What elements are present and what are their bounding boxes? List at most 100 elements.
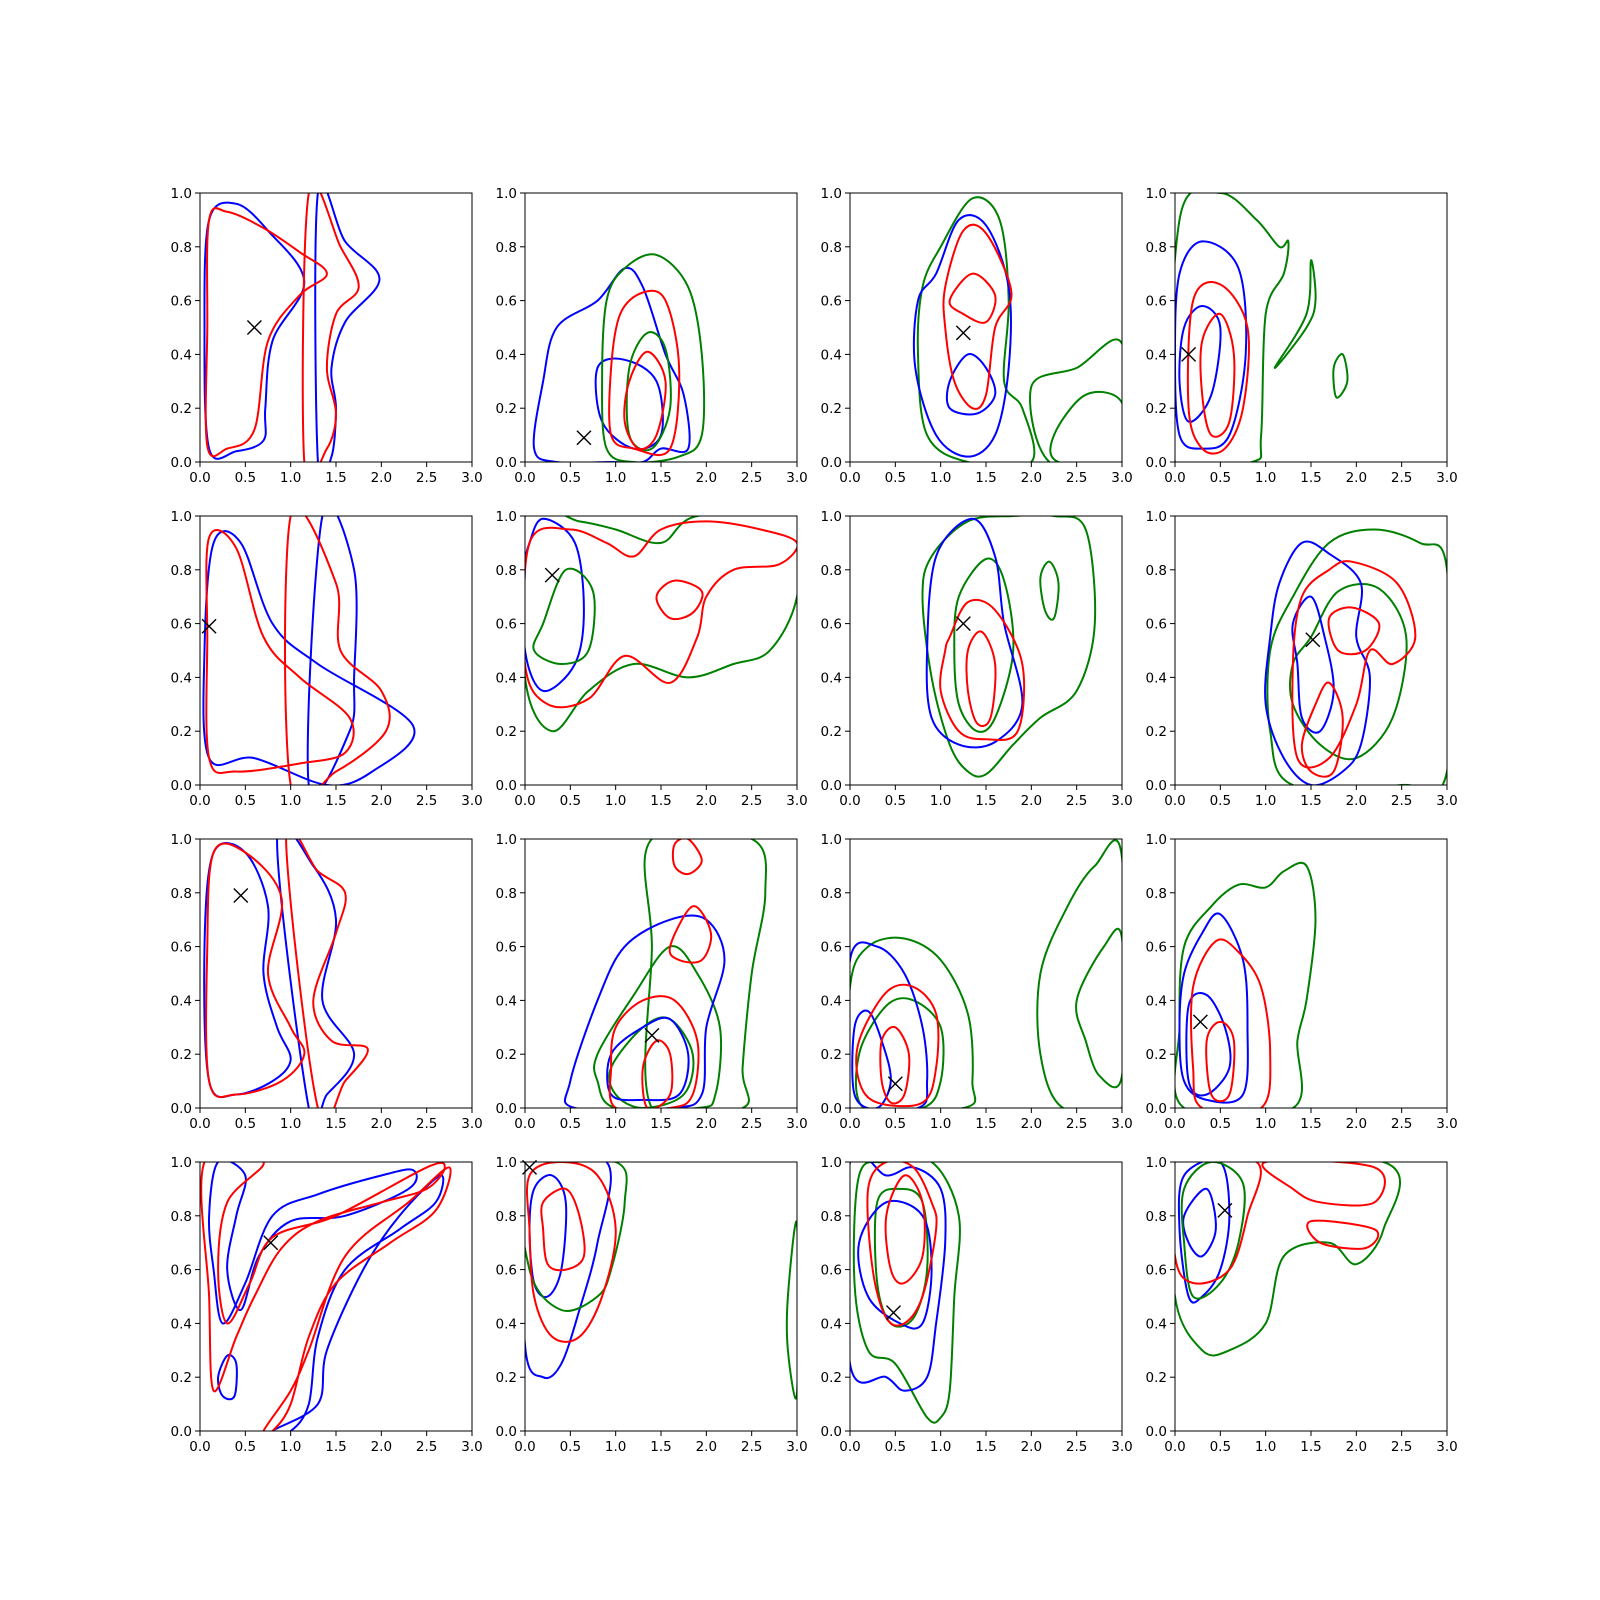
y-tick-label: 0.2 xyxy=(1146,401,1167,417)
contour-blue xyxy=(851,1009,892,1108)
y-tick-label: 0.6 xyxy=(496,1263,517,1279)
y-tick-label: 1.0 xyxy=(496,1155,517,1171)
y-tick-label: 0.6 xyxy=(171,294,192,310)
axes-frame xyxy=(849,838,1123,1109)
contour-red xyxy=(262,1166,452,1431)
x-tick-label: 2.5 xyxy=(1391,470,1412,486)
x-marker xyxy=(955,616,971,632)
y-tick-label: 0.0 xyxy=(496,455,517,471)
contour-blue xyxy=(528,1174,568,1299)
x-tick-label: 1.0 xyxy=(1255,470,1276,486)
y-tick-label: 0.2 xyxy=(171,1047,192,1063)
y-tick-label: 0.2 xyxy=(171,401,192,417)
x-marker-stroke xyxy=(955,616,971,632)
contour-green xyxy=(852,1162,961,1424)
subplot-4: 0.0 0.5 1.0 1.5 2.0 2.5 3.0 0.0 0.2 0.4 0.6 0.8 1.0 xyxy=(1146,186,1458,486)
y-tick-label: 0.8 xyxy=(1146,240,1167,256)
x-marker xyxy=(1192,1014,1208,1030)
x-tick-label: 0.5 xyxy=(885,470,906,486)
contour-blue xyxy=(850,941,929,1108)
y-tick-label: 1.0 xyxy=(1146,186,1167,202)
contour-group xyxy=(525,516,797,733)
x-tick-label: 0.5 xyxy=(560,470,581,486)
x-tick-label: 1.5 xyxy=(975,1116,996,1132)
y-tick-label: 0.0 xyxy=(821,455,842,471)
contour-red xyxy=(884,1174,926,1285)
x-tick-label: 1.5 xyxy=(1300,470,1321,486)
x-marker xyxy=(201,618,217,634)
axes-frame xyxy=(524,838,798,1109)
contour-red xyxy=(1306,1219,1380,1250)
contour-blue xyxy=(202,530,416,785)
x-tick-label: 1.0 xyxy=(280,1439,301,1455)
y-tick-label: 0.6 xyxy=(1146,294,1167,310)
x-tick-label: 0.0 xyxy=(839,1439,860,1455)
x-marker-stroke xyxy=(1181,346,1197,362)
x-marker xyxy=(955,325,971,341)
x-tick-label: 1.5 xyxy=(325,470,346,486)
contour-group xyxy=(1175,1162,1402,1357)
x-tick-label: 0.5 xyxy=(235,1439,256,1455)
y-tick-label: 0.2 xyxy=(1146,1047,1167,1063)
contour-green xyxy=(1289,583,1408,761)
y-tick-label: 0.4 xyxy=(1146,993,1167,1009)
x-tick-label: 2.5 xyxy=(741,470,762,486)
contour-green xyxy=(1332,353,1349,399)
y-tick-label: 0.6 xyxy=(496,940,517,956)
x-tick-label: 1.5 xyxy=(1300,1116,1321,1132)
subplot-13: 0.0 0.5 1.0 1.5 2.0 2.5 3.0 0.0 0.2 0.4 0.6 0.8 1.0 xyxy=(171,1155,483,1455)
axes-frame xyxy=(199,838,473,1109)
x-tick-label: 1.5 xyxy=(325,1116,346,1132)
contour-red xyxy=(879,1025,911,1105)
y-tick-label: 0.6 xyxy=(821,294,842,310)
contour-blue xyxy=(203,201,306,460)
contour-blue xyxy=(1264,540,1371,785)
contour-blue xyxy=(1185,992,1232,1097)
x-marker-stroke xyxy=(246,320,262,335)
contour-red xyxy=(1190,938,1272,1108)
contour-red xyxy=(608,995,700,1108)
x-tick-label: 2.0 xyxy=(371,793,392,809)
subplot-12: 0.0 0.5 1.0 1.5 2.0 2.5 3.0 0.0 0.2 0.4 0.6 0.8 1.0 xyxy=(1146,832,1458,1132)
x-tick-label: 2.5 xyxy=(741,1439,762,1455)
x-tick-label: 1.0 xyxy=(605,470,626,486)
x-tick-label: 0.5 xyxy=(235,793,256,809)
subplot-2: 0.0 0.5 1.0 1.5 2.0 2.5 3.0 0.0 0.2 0.4 0.6 0.8 1.0 xyxy=(496,186,808,486)
x-tick-label: 2.0 xyxy=(696,793,717,809)
x-tick-label: 2.5 xyxy=(1391,1439,1412,1455)
contour-green xyxy=(854,997,945,1108)
contour-group xyxy=(850,839,1122,1108)
x-marker xyxy=(1305,632,1321,648)
y-tick-label: 0.8 xyxy=(496,1209,517,1225)
x-tick-label: 2.0 xyxy=(1021,793,1042,809)
contour-green xyxy=(850,936,977,1108)
x-tick-label: 1.5 xyxy=(650,1116,671,1132)
x-tick-label: 2.5 xyxy=(416,793,437,809)
x-tick-label: 2.5 xyxy=(741,1116,762,1132)
y-tick-label: 0.2 xyxy=(1146,724,1167,740)
contour-blue xyxy=(925,517,1024,749)
x-tick-label: 0.0 xyxy=(514,1439,535,1455)
x-marker-stroke xyxy=(1305,632,1321,648)
y-tick-label: 1.0 xyxy=(171,832,192,848)
axes-frame xyxy=(849,515,1123,786)
contour-red xyxy=(855,983,940,1108)
x-tick-label: 3.0 xyxy=(786,1116,807,1132)
x-marker-stroke xyxy=(1217,1202,1233,1218)
contour-red xyxy=(1186,281,1250,455)
contour-red xyxy=(205,529,355,774)
x-marker xyxy=(1181,346,1197,362)
x-tick-label: 2.5 xyxy=(1391,1116,1412,1132)
y-tick-label: 0.4 xyxy=(496,1316,517,1332)
x-tick-label: 3.0 xyxy=(1436,470,1457,486)
x-tick-label: 2.0 xyxy=(371,1439,392,1455)
contour-group xyxy=(202,516,416,785)
subplot-9: 0.0 0.5 1.0 1.5 2.0 2.5 3.0 0.0 0.2 0.4 0.6 0.8 1.0 xyxy=(171,832,483,1132)
axes-frame xyxy=(199,515,473,786)
contour-group xyxy=(203,839,369,1108)
contour-red xyxy=(525,520,797,709)
y-tick-label: 1.0 xyxy=(821,509,842,525)
contour-group xyxy=(1175,861,1317,1108)
contour-group xyxy=(563,839,767,1108)
x-tick-label: 3.0 xyxy=(1436,793,1457,809)
